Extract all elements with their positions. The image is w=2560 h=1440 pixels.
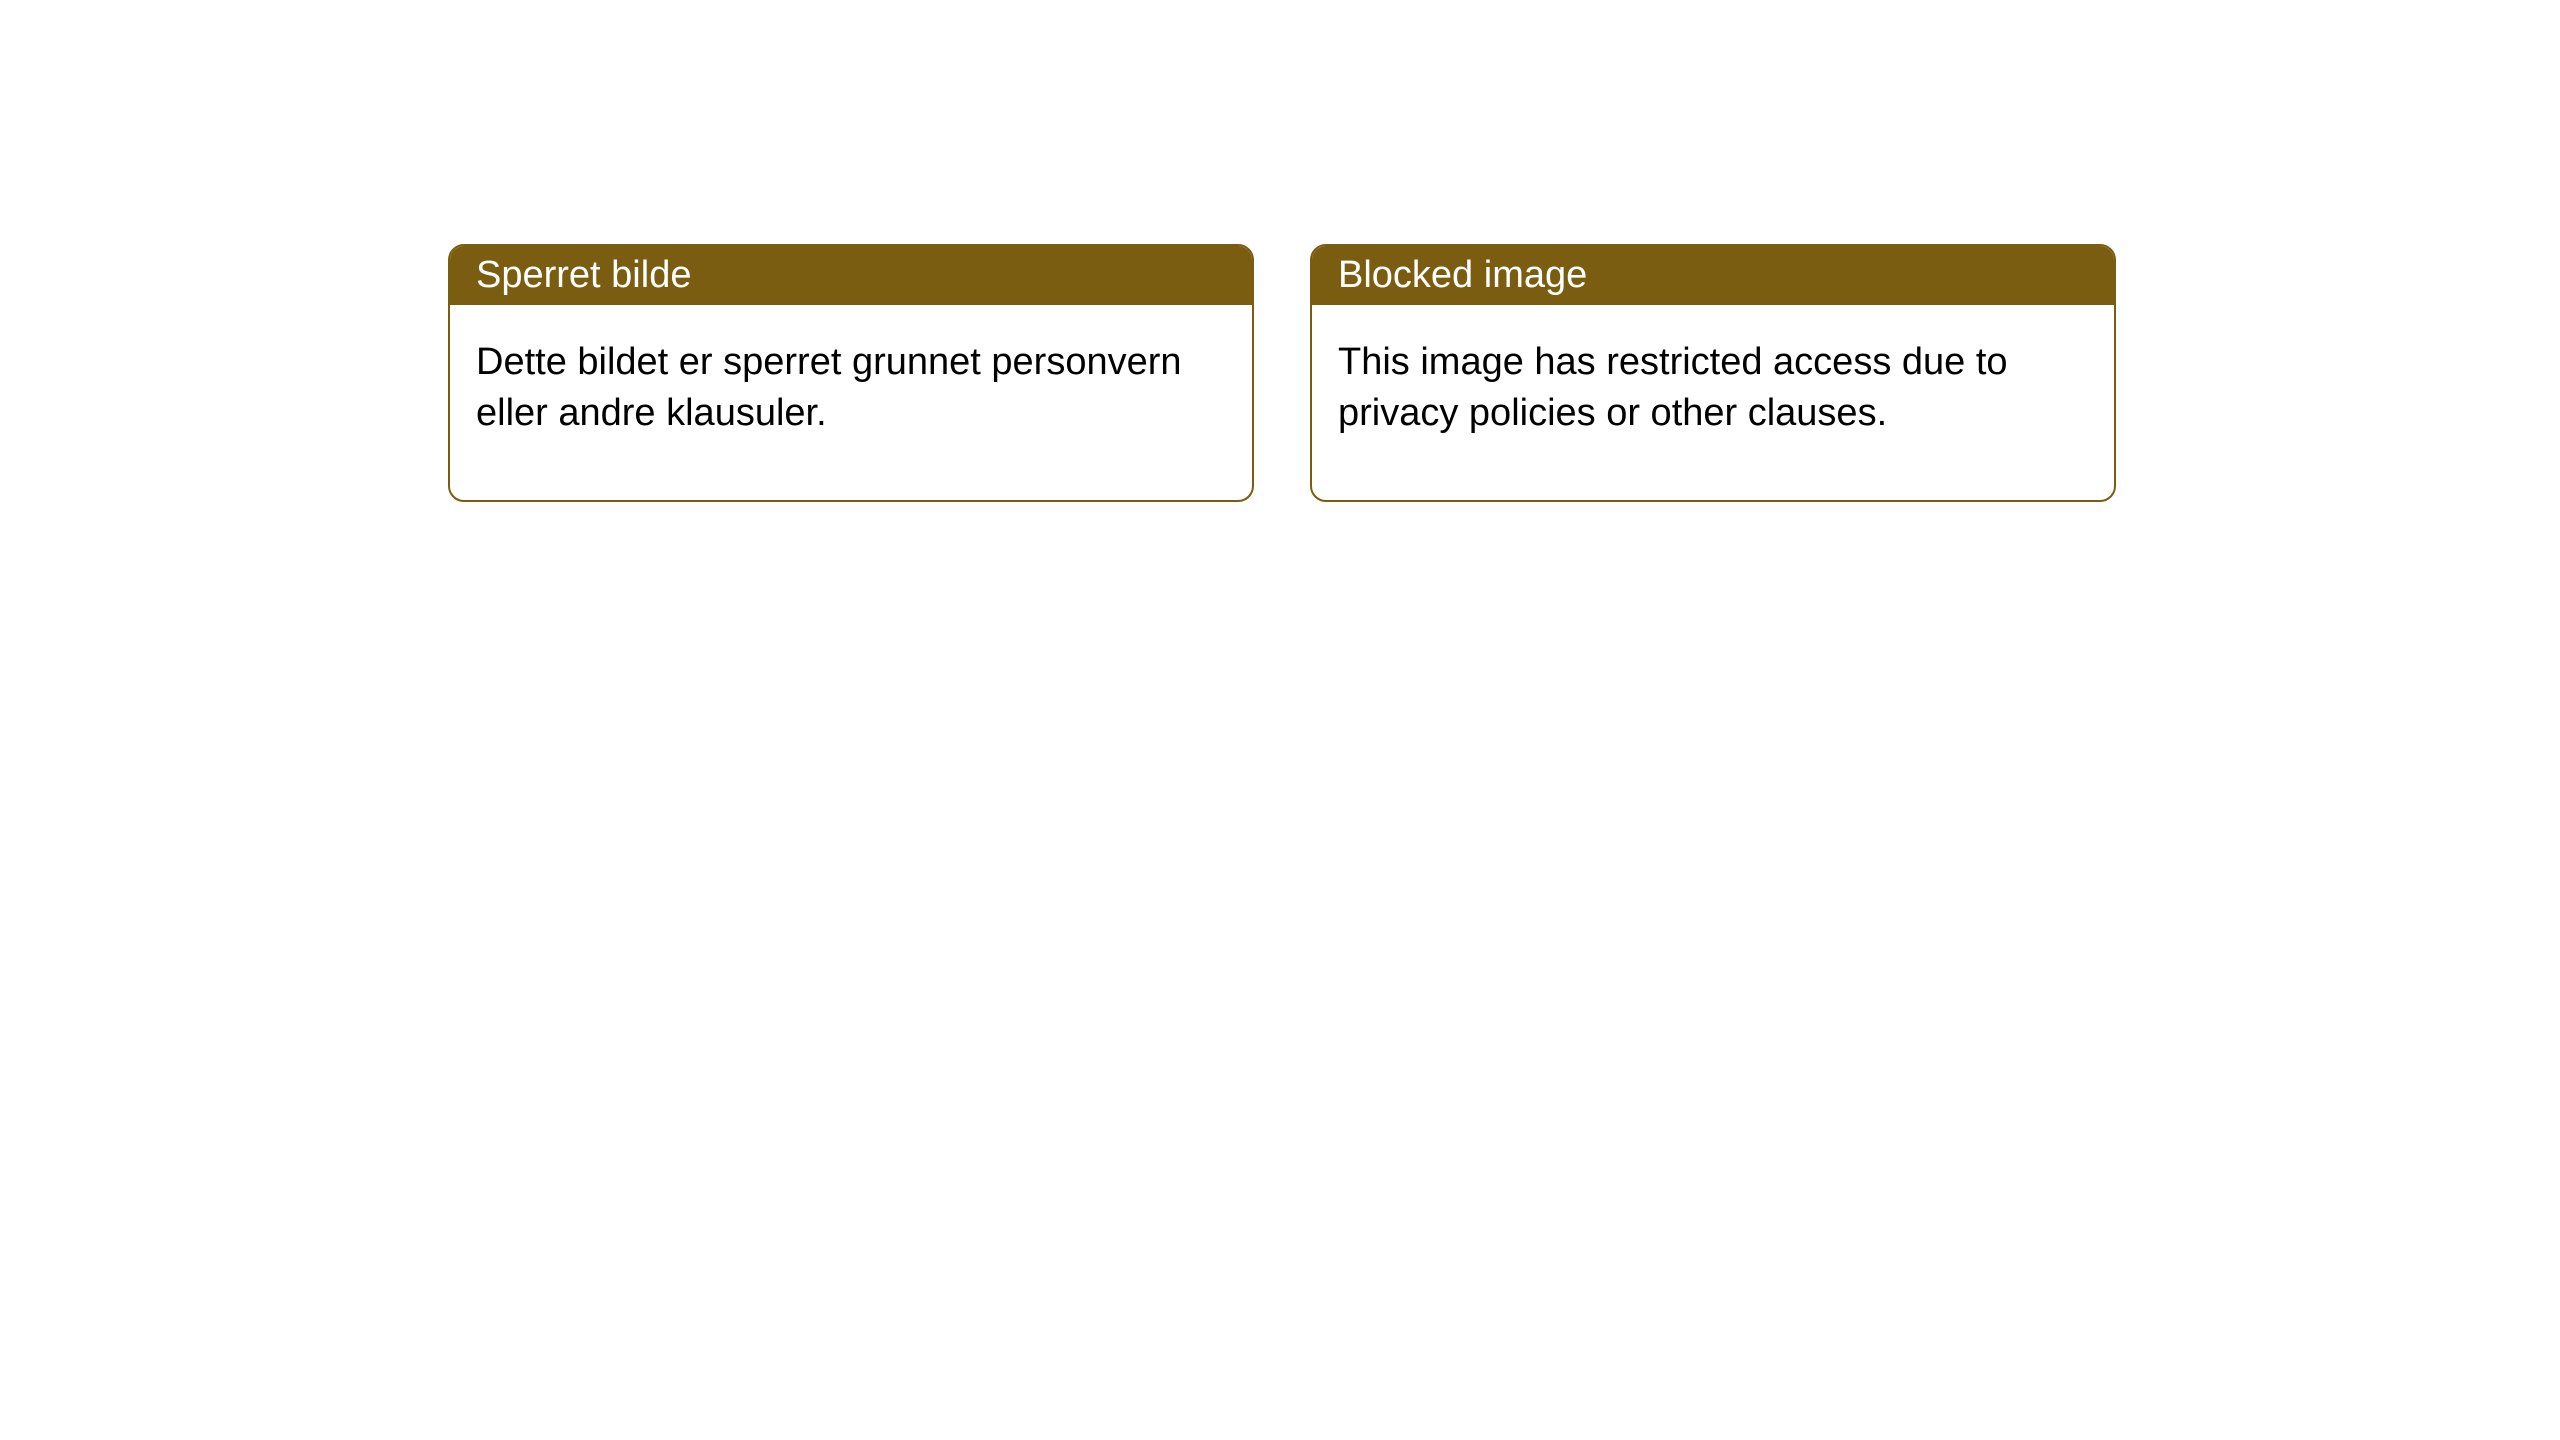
notice-header-no: Sperret bilde — [450, 246, 1252, 305]
notice-card-en: Blocked image This image has restricted … — [1310, 244, 2116, 502]
notice-container: Sperret bilde Dette bildet er sperret gr… — [448, 244, 2116, 502]
notice-body-no: Dette bildet er sperret grunnet personve… — [450, 305, 1252, 500]
notice-card-no: Sperret bilde Dette bildet er sperret gr… — [448, 244, 1254, 502]
notice-header-en: Blocked image — [1312, 246, 2114, 305]
notice-body-en: This image has restricted access due to … — [1312, 305, 2114, 500]
